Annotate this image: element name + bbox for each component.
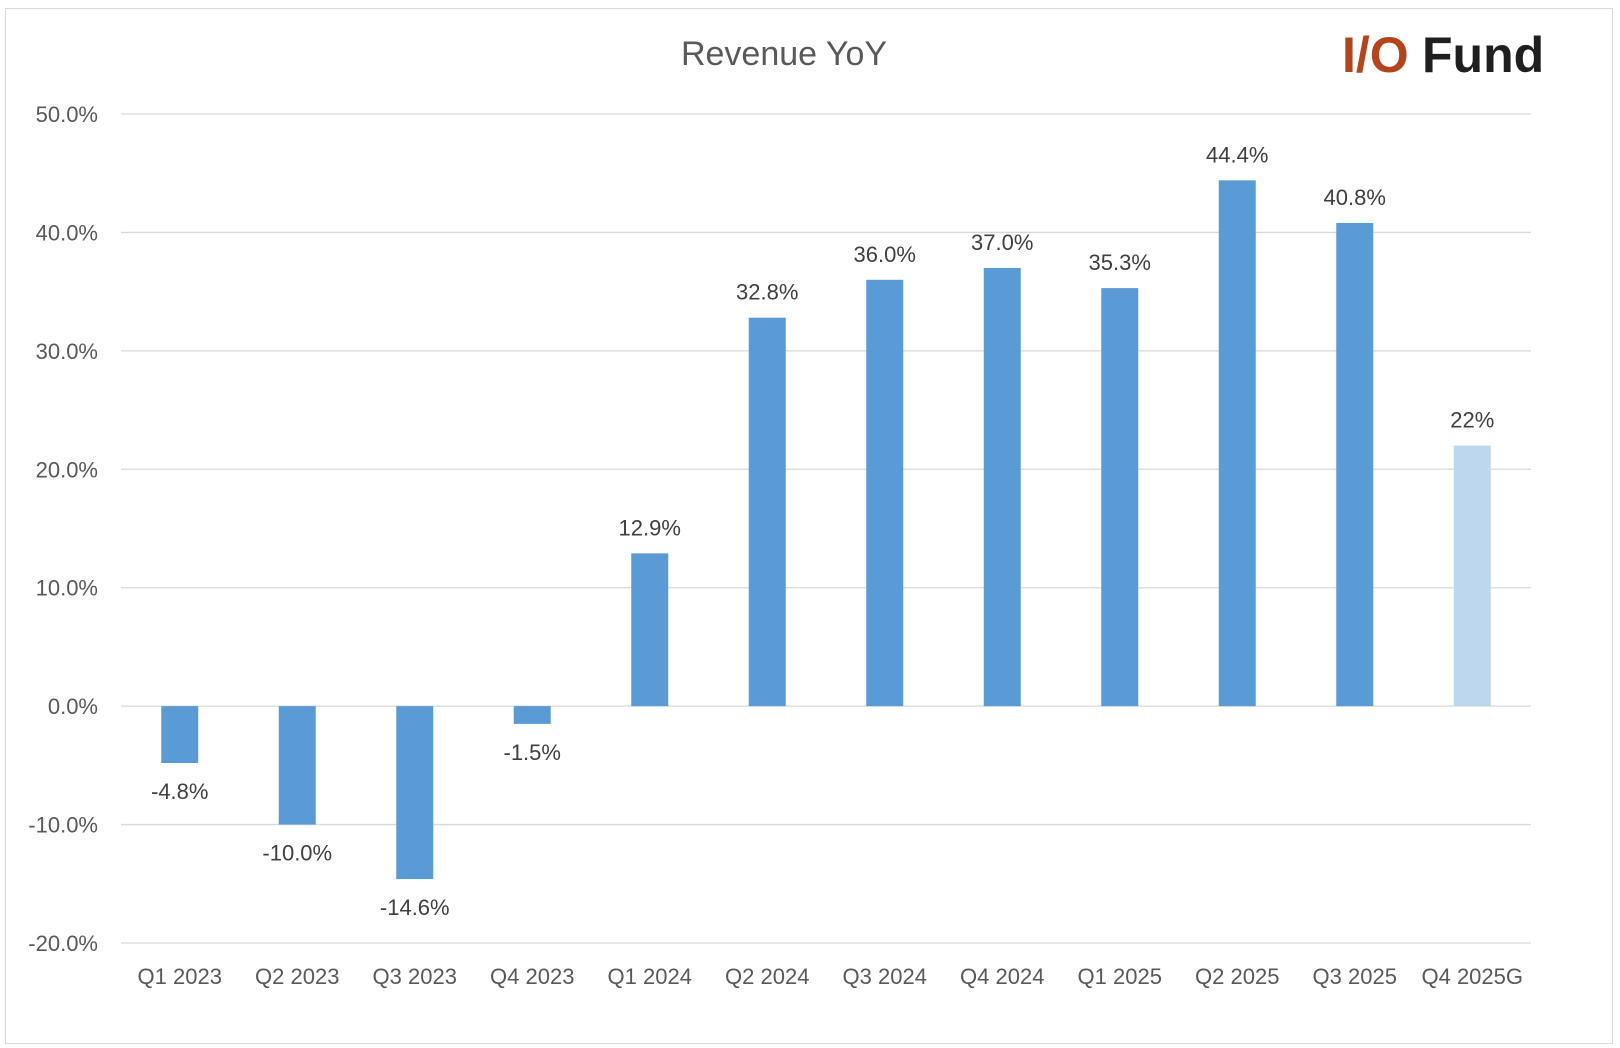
bar (866, 279, 904, 707)
y-tick-label: 50.0% (36, 102, 98, 127)
x-category-label: Q1 2023 (138, 964, 222, 989)
x-category-label: Q2 2024 (725, 964, 809, 989)
x-category-label: Q3 2024 (843, 964, 927, 989)
chart-title: Revenue YoY (681, 35, 887, 73)
guidance-bar (1453, 445, 1491, 707)
y-tick-label: 0.0% (48, 694, 98, 719)
data-label: 37.0% (971, 230, 1033, 255)
bar (278, 706, 316, 825)
bar (1218, 180, 1256, 707)
x-category-label: Q4 2024 (960, 964, 1044, 989)
data-label: -10.0% (262, 841, 332, 866)
y-tick-label: 40.0% (36, 220, 98, 245)
bar (1101, 288, 1139, 707)
chart-frame: Revenue YoY 50.0% 40.0% 30.0% 20.0% 10.0% 0.0… (5, 8, 1613, 1044)
bar-chart: Revenue YoY 50.0% 40.0% 30.0% 20.0% 10.0% 0.0… (28, 27, 1544, 989)
x-category-label: Q2 2023 (255, 964, 339, 989)
data-labels: -4.8% -10.0% -14.6% -1.5% 12.9% 32.8% 36.0% 37.… (151, 142, 1494, 920)
data-label: 44.4% (1206, 142, 1268, 167)
data-label: 32.8% (736, 280, 798, 305)
x-category-label: Q1 2024 (608, 964, 692, 989)
bar (1336, 222, 1374, 707)
y-tick-label: -20.0% (28, 931, 98, 956)
data-label: 35.3% (1089, 250, 1151, 275)
y-axis-tick-labels: 50.0% 40.0% 30.0% 20.0% 10.0% 0.0% -10.0% -20.0… (28, 102, 98, 956)
bar (631, 553, 669, 707)
bar (983, 267, 1021, 707)
data-label: -4.8% (151, 779, 208, 804)
logo-fund-text: Fund (1422, 27, 1544, 83)
bars (161, 180, 1491, 880)
bar (396, 706, 434, 880)
x-category-label: Q3 2025 (1313, 964, 1397, 989)
data-label: 36.0% (854, 242, 916, 267)
y-tick-label: 20.0% (36, 457, 98, 482)
bar (748, 317, 786, 707)
x-category-label: Q4 2025G (1421, 964, 1523, 989)
data-label: 12.9% (619, 515, 681, 540)
data-label: 22% (1450, 408, 1494, 433)
y-tick-label: 30.0% (36, 339, 98, 364)
data-label: -1.5% (504, 740, 561, 765)
bar (513, 706, 551, 724)
bar (161, 706, 199, 763)
y-tick-label: 10.0% (36, 576, 98, 601)
logo-io-text: I/O (1342, 27, 1409, 83)
data-label: 40.8% (1324, 185, 1386, 210)
x-category-label: Q3 2023 (373, 964, 457, 989)
x-category-label: Q4 2023 (490, 964, 574, 989)
y-tick-label: -10.0% (28, 813, 98, 838)
data-label: -14.6% (380, 895, 450, 920)
gridlines (121, 113, 1531, 944)
x-category-label: Q2 2025 (1195, 964, 1279, 989)
x-axis-category-labels: Q1 2023 Q2 2023 Q3 2023 Q4 2023 Q1 2024 Q2 20… (138, 964, 1523, 989)
logo: I/O Fund (1342, 27, 1544, 83)
x-category-label: Q1 2025 (1078, 964, 1162, 989)
